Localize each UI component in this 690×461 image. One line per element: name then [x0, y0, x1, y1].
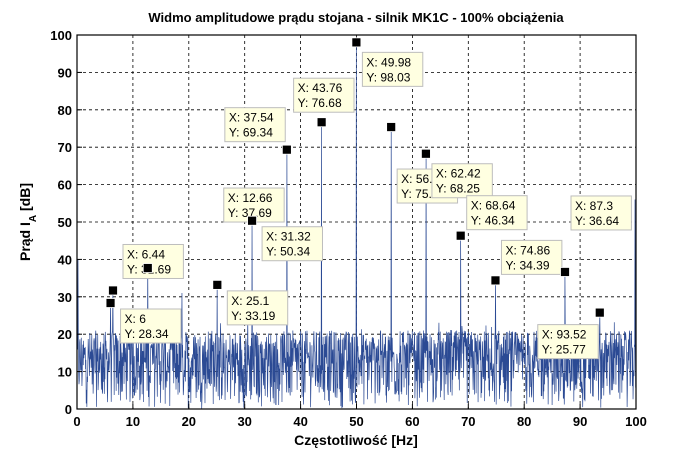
- datatip-marker: [142, 263, 153, 273]
- datatip-x-label: X: 6.44: [127, 247, 165, 261]
- datatip-marker: [490, 275, 501, 286]
- datatip: X: 6Y: 28.34: [105, 298, 182, 344]
- datatip-x-label: X: 12.66: [228, 191, 273, 205]
- datatip-x-label: X: 74.86: [505, 243, 550, 257]
- datatip: X: 87.3Y: 36.64: [560, 195, 632, 277]
- datatip-x-label: X: 93.52: [542, 328, 587, 342]
- datatip-box: [431, 163, 493, 199]
- x-tick-label: 70: [461, 414, 475, 429]
- y-tick-label: 80: [58, 103, 72, 118]
- x-tick-label: 30: [237, 414, 251, 429]
- datatip-marker: [421, 148, 431, 159]
- datatip-box: [293, 77, 355, 113]
- y-tick-label: 100: [50, 28, 72, 43]
- datatip-y-label: Y: 68.25: [436, 182, 480, 196]
- datatip: X: 93.52Y: 25.77: [537, 307, 605, 360]
- datatip-x-label: X: 43.76: [298, 81, 343, 95]
- datatip-x-label: X: 87.3: [575, 199, 613, 213]
- x-axis-label: Częstotliwość [Hz]: [294, 432, 418, 448]
- datatip: X: 25.1Y: 33.19: [212, 279, 289, 326]
- datatip-x-label: X: 62.42: [436, 167, 481, 181]
- datatip-marker: [386, 122, 397, 132]
- datatip-marker: [105, 298, 116, 308]
- y-tick-label: 50: [58, 215, 72, 230]
- datatip-y-label: Y: 69.34: [229, 126, 273, 140]
- datatip-marker: [212, 279, 223, 290]
- datatip-marker: [455, 230, 466, 241]
- datatip-box: [261, 226, 323, 262]
- datatip: X: 49.98Y: 98.03: [351, 37, 424, 87]
- y-tick-label: 40: [58, 252, 72, 267]
- datatip-marker: [108, 285, 118, 296]
- y-tick-label: 30: [58, 290, 72, 305]
- y-tick-label: 70: [58, 140, 72, 155]
- datatip-marker: [247, 215, 257, 226]
- datatip-box: [570, 195, 632, 231]
- x-tick-label: 90: [573, 414, 587, 429]
- x-tick-label: 40: [293, 414, 307, 429]
- y-tick-label: 20: [58, 327, 72, 342]
- y-tick-label: 0: [65, 402, 72, 417]
- y-axis-label-text: Prąd IA [dB]: [17, 183, 39, 261]
- datatip-marker: [560, 267, 570, 277]
- x-tick-label: 50: [349, 414, 363, 429]
- datatip-x-label: X: 56.2: [401, 172, 439, 186]
- datatip-x-label: X: 31.32: [266, 230, 311, 244]
- x-tick-label: 60: [405, 414, 419, 429]
- axis-ticks: 0 10 20 30 40 50 60 70 80 90 100 0 10 20 30 40 50 60 70 80 9…: [50, 28, 647, 429]
- datatip: X: 37.54Y: 69.34: [224, 107, 292, 155]
- datatip: X: 31.32Y: 50.34: [247, 215, 323, 262]
- datatip-marker: [594, 307, 605, 318]
- datatip-x-label: X: 25.1: [231, 294, 269, 308]
- y-tick-label: 90: [58, 65, 72, 80]
- x-tick-label: 20: [182, 414, 196, 429]
- datatip: X: 74.86Y: 34.39: [490, 239, 563, 286]
- datatip-y-label: Y: 46.34: [471, 214, 515, 228]
- datatip-marker: [316, 117, 327, 128]
- x-tick-label: 10: [126, 414, 140, 429]
- x-tick-label: 100: [625, 414, 647, 429]
- x-tick-label: 0: [73, 414, 80, 429]
- datatip-box: [122, 243, 184, 279]
- datatips: X: 6Y: 28.34X: 6.44Y: 31.69X: 12.66Y: 37…: [105, 37, 632, 360]
- datatip-x-label: X: 6: [125, 312, 147, 326]
- chart-title: Widmo amplitudowe prądu stojana - silnik…: [148, 10, 564, 25]
- datatip-marker: [351, 37, 362, 48]
- datatip-y-label: Y: 28.34: [125, 327, 169, 341]
- datatip-y-label: Y: 33.19: [231, 309, 275, 323]
- datatip-box: [537, 324, 599, 360]
- datatip-y-label: Y: 34.39: [505, 258, 549, 272]
- datatip-y-label: Y: 25.77: [542, 343, 586, 357]
- datatip-marker: [281, 144, 292, 155]
- datatip-box: [500, 239, 563, 275]
- datatip-y-label: Y: 37.69: [228, 206, 272, 220]
- datatip-y-label: Y: 98.03: [366, 70, 410, 84]
- datatip: X: 43.76Y: 76.68: [293, 77, 355, 128]
- y-tick-label: 10: [58, 365, 72, 380]
- datatip-box: [226, 290, 289, 326]
- datatip-box: [120, 308, 182, 344]
- datatip: X: 6.44Y: 31.69: [108, 243, 184, 296]
- datatip-box: [361, 51, 424, 87]
- datatip-y-label: Y: 36.64: [575, 214, 619, 228]
- y-axis-label: Prąd IA [dB]: [17, 183, 39, 261]
- datatip: X: 62.42Y: 68.25: [421, 148, 493, 199]
- datatip-x-label: X: 68.64: [471, 199, 516, 213]
- datatip-box: [224, 107, 286, 143]
- datatip: X: 68.64Y: 46.34: [455, 195, 528, 241]
- x-tick-label: 80: [517, 414, 531, 429]
- datatip: X: 12.66Y: 37.69: [142, 187, 285, 273]
- datatip-y-label: Y: 76.68: [298, 96, 342, 110]
- datatip-y-label: Y: 50.34: [266, 245, 310, 259]
- y-tick-label: 60: [58, 178, 72, 193]
- datatip-x-label: X: 37.54: [229, 111, 274, 125]
- datatip-box: [466, 195, 528, 231]
- datatip-x-label: X: 49.98: [366, 55, 411, 69]
